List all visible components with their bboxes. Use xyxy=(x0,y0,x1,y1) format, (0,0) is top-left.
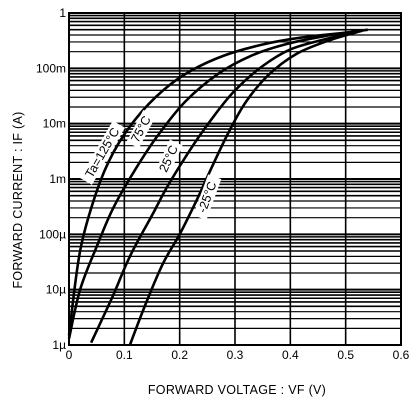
series-label-background xyxy=(79,120,125,185)
series-curve xyxy=(89,30,357,344)
series-label-background xyxy=(154,139,183,179)
y-tick-label: 100m xyxy=(36,61,66,75)
y-axis-label: FORWARD CURRENT : IF (A) xyxy=(11,111,25,288)
x-tick-label: 0.2 xyxy=(171,348,188,362)
x-tick-label: 0.1 xyxy=(116,348,133,362)
plot-frame xyxy=(68,12,402,346)
y-tick-label: 1 xyxy=(59,6,66,20)
x-tick-labels: 0 0.1 0.2 0.3 0.4 0.5 0.6 xyxy=(66,348,410,362)
y-tick-label: 100µ xyxy=(39,227,66,241)
x-tick-label: 0.5 xyxy=(337,348,354,362)
y-tick-labels: 1 100m 10m 1m 100µ 10µ 1µ xyxy=(36,6,66,352)
y-tick-label: 10µ xyxy=(46,283,66,297)
y-tick-label: 1µ xyxy=(52,338,66,352)
x-tick-label: 0.4 xyxy=(282,348,299,362)
series-curves xyxy=(67,28,368,346)
x-tick-label: 0.3 xyxy=(227,348,244,362)
x-tick-label: 0 xyxy=(66,348,73,362)
y-tick-label: 10m xyxy=(43,117,66,131)
series-curve xyxy=(128,29,363,346)
series-curve xyxy=(67,29,363,339)
series-curve xyxy=(67,28,368,336)
y-tick-label: 1m xyxy=(49,172,66,186)
x-axis-label: FORWARD VOLTAGE : VF (V) xyxy=(148,383,326,397)
series-label-background xyxy=(193,174,222,221)
series-label-background xyxy=(126,110,156,149)
x-tick-label: 0.6 xyxy=(393,348,410,362)
